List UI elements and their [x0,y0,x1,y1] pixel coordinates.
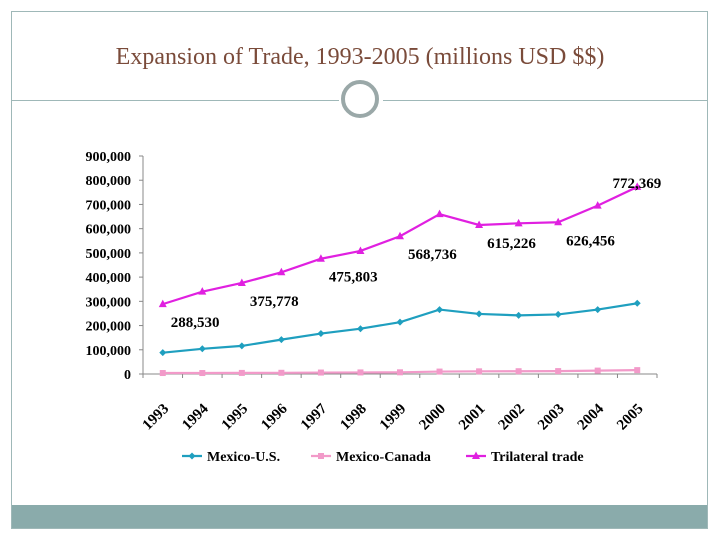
legend-label: Mexico-U.S. [207,450,280,465]
x-tick-label: 2002 [496,401,529,434]
data-label: 772,369 [612,176,661,192]
legend-marker [188,452,196,460]
chart-axes [142,156,657,375]
data-point-mexico-canada [159,370,166,377]
x-tick-label: 1997 [298,401,331,434]
data-point-mexico-u-s- [198,345,206,353]
data-point-trilateral-trade [158,299,167,308]
data-point-trilateral-trade [198,287,207,295]
x-tick-label: 1999 [377,401,410,434]
chart-series [158,182,642,377]
data-point-trilateral-trade [593,201,602,209]
series-line-mexico-u-s- [162,302,638,354]
y-tick-label: 200,000 [86,320,132,335]
data-label: 475,803 [329,270,378,286]
data-point-mexico-u-s- [515,311,523,319]
data-label: 615,226 [487,236,536,252]
y-tick-label: 700,000 [86,198,132,213]
data-point-trilateral-trade [633,182,642,190]
data-point-mexico-canada [594,367,601,374]
x-tick-label: 2001 [456,401,489,434]
y-tick-label: 800,000 [86,174,132,189]
x-tick-label: 1998 [337,401,370,434]
y-tick-label: 100,000 [86,344,132,359]
x-tick-label: 2005 [614,401,647,434]
data-point-mexico-canada [436,368,443,375]
data-point-trilateral-trade [277,267,286,276]
legend-item-trilateral-trade: Trilateral trade [466,450,584,465]
y-tick-label: 900,000 [86,150,132,165]
data-label: 375,778 [250,294,299,310]
data-point-mexico-canada [634,367,641,374]
y-tick-label: 300,000 [86,295,132,310]
data-point-mexico-canada [317,369,324,376]
x-tick-label: 1996 [258,401,291,434]
data-point-mexico-u-s- [554,310,562,318]
data-point-mexico-canada [476,368,483,375]
data-label: 288,530 [171,315,220,331]
data-point-mexico-u-s- [475,310,483,318]
x-tick-label: 1993 [140,401,173,434]
page-title: Expansion of Trade, 1993-2005 (millions … [115,44,605,70]
data-point-trilateral-trade [356,246,365,254]
data-point-mexico-u-s- [396,318,404,326]
title-divider-left [11,100,339,101]
series-mexico-u-s- [159,299,641,357]
y-tick-label: 0 [124,368,131,383]
legend-item-mexico-canada: Mexico-Canada [311,450,431,465]
legend-item-mexico-u-s-: Mexico-U.S. [182,450,280,465]
data-point-mexico-canada [357,369,364,376]
legend-label: Mexico-Canada [336,450,431,465]
data-point-mexico-u-s- [238,342,246,350]
data-point-mexico-canada [515,368,522,375]
x-tick-label: 2003 [535,401,568,434]
data-point-trilateral-trade [514,218,523,227]
series-trilateral-trade [158,182,642,308]
data-point-mexico-u-s- [594,306,602,314]
data-point-trilateral-trade [396,231,404,240]
legend-marker [472,451,480,459]
data-point-mexico-canada [555,368,562,375]
y-axis-ticks: 0 100,000 200,000 300,000 400,000 500,000 600,… [86,150,143,383]
y-tick-label: 500,000 [86,247,132,262]
slide-frame [11,11,708,529]
footer-bar [12,505,707,528]
data-point-trilateral-trade [237,278,246,286]
data-point-mexico-canada [278,369,285,376]
y-tick-label: 600,000 [86,223,132,238]
legend-label: Trilateral trade [491,450,584,465]
data-point-mexico-canada [238,369,245,376]
data-label: 568,736 [408,247,457,263]
chart-data-labels: 288,530 375,778 475,803 568,736 615,226 626,4… [171,176,661,331]
x-axis-ticks: 1993 1994 1995 1996 1997 1998 1999 2000 2001 2002… [140,374,658,434]
data-point-mexico-canada [199,370,206,377]
data-point-mexico-canada [397,369,403,376]
x-tick-label: 2004 [575,401,608,434]
chart-legend: Mexico-U.S. Mexico-Canada Trilateral trade [182,450,584,465]
x-tick-label: 1995 [219,401,252,434]
divider-ring-icon [341,80,379,118]
y-tick-label: 400,000 [86,271,132,286]
data-point-mexico-u-s- [633,299,641,307]
data-point-trilateral-trade [475,220,484,228]
x-tick-label: 1994 [179,401,212,434]
data-point-mexico-u-s- [356,325,364,333]
data-point-mexico-u-s- [436,306,444,314]
legend-marker [318,453,324,459]
data-point-trilateral-trade [316,254,325,262]
x-tick-label: 2000 [416,401,449,434]
data-point-mexico-u-s- [159,349,167,357]
data-point-mexico-u-s- [317,330,325,338]
data-label: 626,456 [566,233,615,249]
data-point-trilateral-trade [435,209,444,218]
data-point-mexico-u-s- [277,336,285,344]
title-divider-right [383,100,708,101]
series-mexico-canada [159,367,641,377]
data-point-trilateral-trade [554,217,563,226]
